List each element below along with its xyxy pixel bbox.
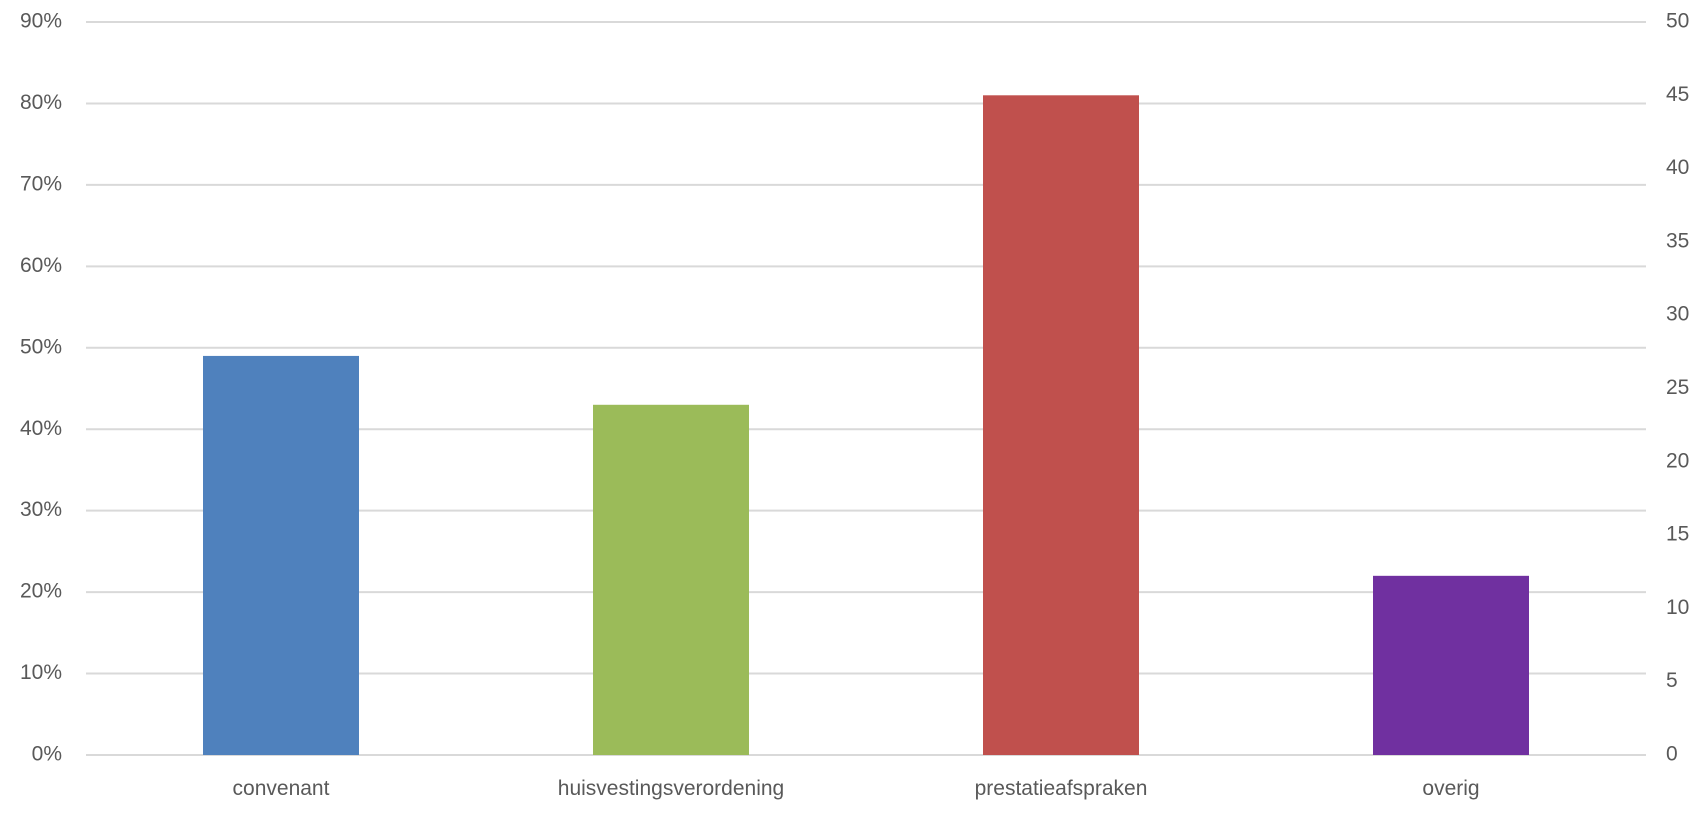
bar-huisvestingsverordening bbox=[593, 404, 749, 755]
left-y-axis: 0% 10% 20% 30% 40% 50% 60% 70% 80% 90% bbox=[20, 10, 62, 766]
left-y-tick-label: 30% bbox=[20, 498, 62, 521]
right-y-axis: 0 5 10 15 20 25 30 35 40 45 50 bbox=[1666, 10, 1689, 766]
right-y-tick-label: 15 bbox=[1666, 523, 1689, 546]
left-y-tick-label: 50% bbox=[20, 335, 62, 358]
left-y-tick-label: 70% bbox=[20, 172, 62, 195]
bar-convenant bbox=[203, 355, 359, 755]
right-y-tick-label: 40 bbox=[1666, 156, 1689, 179]
right-y-tick-label: 35 bbox=[1666, 229, 1689, 252]
left-y-tick-label: 90% bbox=[20, 10, 62, 33]
category-label: overig bbox=[1422, 777, 1479, 800]
category-label: prestatieafspraken bbox=[975, 777, 1148, 800]
left-y-tick-label: 20% bbox=[20, 580, 62, 603]
right-y-tick-label: 50 bbox=[1666, 10, 1689, 33]
left-y-tick-label: 40% bbox=[20, 417, 62, 440]
category-label: convenant bbox=[233, 777, 330, 800]
left-y-tick-label: 80% bbox=[20, 91, 62, 114]
category-label: huisvestingsverordening bbox=[558, 777, 784, 800]
right-y-tick-label: 30 bbox=[1666, 303, 1689, 326]
left-y-tick-label: 0% bbox=[32, 743, 62, 766]
right-y-tick-label: 45 bbox=[1666, 83, 1689, 106]
right-y-tick-label: 10 bbox=[1666, 596, 1689, 619]
x-axis: convenant huisvestingsverordening prestati… bbox=[233, 777, 1480, 800]
right-y-tick-label: 20 bbox=[1666, 449, 1689, 472]
left-y-tick-label: 60% bbox=[20, 254, 62, 277]
bar-prestatieafspraken bbox=[983, 95, 1139, 756]
right-y-tick-label: 5 bbox=[1666, 669, 1678, 692]
right-y-tick-label: 25 bbox=[1666, 376, 1689, 399]
bar-overig bbox=[1373, 575, 1529, 755]
bars bbox=[203, 95, 1529, 756]
left-y-tick-label: 10% bbox=[20, 661, 62, 684]
right-y-tick-label: 0 bbox=[1666, 743, 1678, 766]
